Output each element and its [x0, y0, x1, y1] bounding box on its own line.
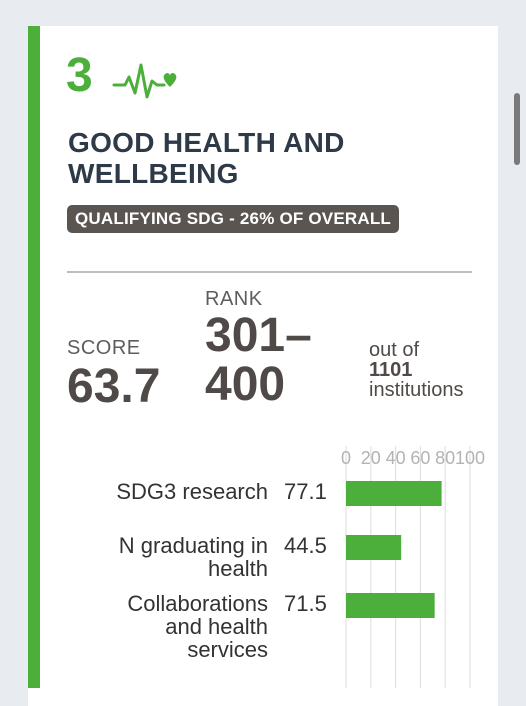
qualifying-badge: QUALIFYING SDG - 26% OF OVERALL — [67, 205, 400, 233]
score-value: 63.7 — [67, 360, 161, 413]
metric-label: services — [187, 637, 268, 662]
sdg-card — [28, 26, 498, 706]
metric-label: Collaborations — [127, 591, 268, 616]
tick-label: 0 — [341, 448, 351, 468]
metric-value: 77.1 — [284, 479, 327, 504]
sdg-title: GOOD HEALTH AND WELLBEING — [68, 127, 388, 189]
sdg-title-line2: WELLBEING — [68, 158, 239, 189]
rank-value-line1: 301– — [205, 309, 312, 362]
sdg-metrics-chart: 0 20 40 60 80 100 SDG3 research 77.1 N graduatin… — [116, 446, 485, 688]
sdg-title-line1: GOOD HEALTH AND — [68, 127, 345, 158]
institutions-label: institutions — [369, 379, 464, 401]
metric-label: and health — [165, 614, 268, 639]
out-of-text: out of 1101 institutions — [369, 340, 464, 400]
metric-value: 44.5 — [284, 533, 327, 558]
sdg-accent-bar — [28, 26, 40, 688]
metric-bar — [346, 593, 435, 618]
divider — [67, 271, 472, 273]
tick-label: 100 — [455, 448, 485, 468]
tick-label: 80 — [435, 448, 455, 468]
tick-label: 60 — [410, 448, 430, 468]
scrollbar[interactable] — [514, 93, 520, 165]
metric-label: SDG3 research — [116, 479, 268, 504]
metric-bar — [346, 535, 402, 560]
score-label: SCORE — [67, 337, 141, 359]
metric-label: health — [208, 556, 268, 581]
heartbeat-heart-icon — [112, 55, 182, 106]
rank-value-line2: 400 — [205, 358, 286, 411]
tick-label: 20 — [361, 448, 381, 468]
institution-count: 1101 — [369, 359, 413, 381]
metric-value: 71.5 — [284, 591, 327, 616]
metric-label: N graduating in — [119, 533, 268, 558]
metric-bar — [346, 481, 442, 506]
sdg-number: 3 — [66, 49, 93, 102]
rank-label: RANK — [205, 288, 263, 310]
tick-label: 40 — [386, 448, 406, 468]
out-of-label: out of — [369, 339, 420, 361]
rank-value: 301– 400 — [205, 311, 345, 409]
